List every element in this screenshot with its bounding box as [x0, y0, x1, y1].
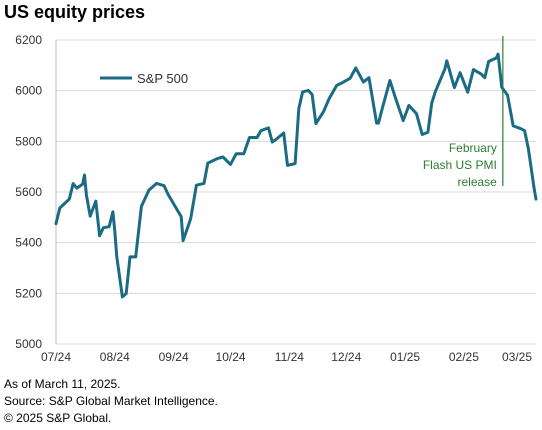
y-tick-label: 5400 — [15, 236, 42, 250]
footer-date-note: As of March 11, 2025. — [4, 377, 121, 391]
y-tick-label: 5800 — [15, 134, 42, 148]
chart-title: US equity prices — [4, 2, 146, 22]
footer-source: Source: S&P Global Market Intelligence. — [4, 394, 218, 408]
series-line-sp500 — [54, 52, 538, 299]
y-tick-label: 5000 — [15, 337, 42, 351]
legend-label: S&P 500 — [137, 71, 188, 86]
x-tick-label: 03/25 — [502, 350, 532, 364]
footer-copyright: © 2025 S&P Global. — [4, 411, 112, 425]
chart-footer: As of March 11, 2025. Source: S&P Global… — [4, 376, 218, 427]
y-tick-label: 5200 — [15, 286, 42, 300]
x-tick-label: 07/24 — [41, 350, 71, 364]
equity-line-chart: 5000 5200 5400 5600 5800 6000 6200 07/24 08/24 09… — [15, 33, 538, 364]
x-tick-label: 02/25 — [449, 350, 479, 364]
x-tick-label: 09/24 — [159, 350, 189, 364]
annotation-label: Flash US PMI — [423, 158, 497, 172]
y-tick-label: 5600 — [15, 185, 42, 199]
x-tick-label: 01/25 — [390, 350, 420, 364]
x-tick-label: 12/24 — [331, 350, 361, 364]
x-tick-label: 10/24 — [216, 350, 246, 364]
annotation-label: February — [449, 141, 497, 155]
x-tick-label: 11/24 — [275, 350, 304, 364]
x-tick-label: 08/24 — [100, 350, 130, 364]
y-tick-label: 6000 — [15, 84, 42, 98]
annotation-label: release — [457, 175, 497, 189]
y-tick-label: 6200 — [15, 33, 42, 47]
